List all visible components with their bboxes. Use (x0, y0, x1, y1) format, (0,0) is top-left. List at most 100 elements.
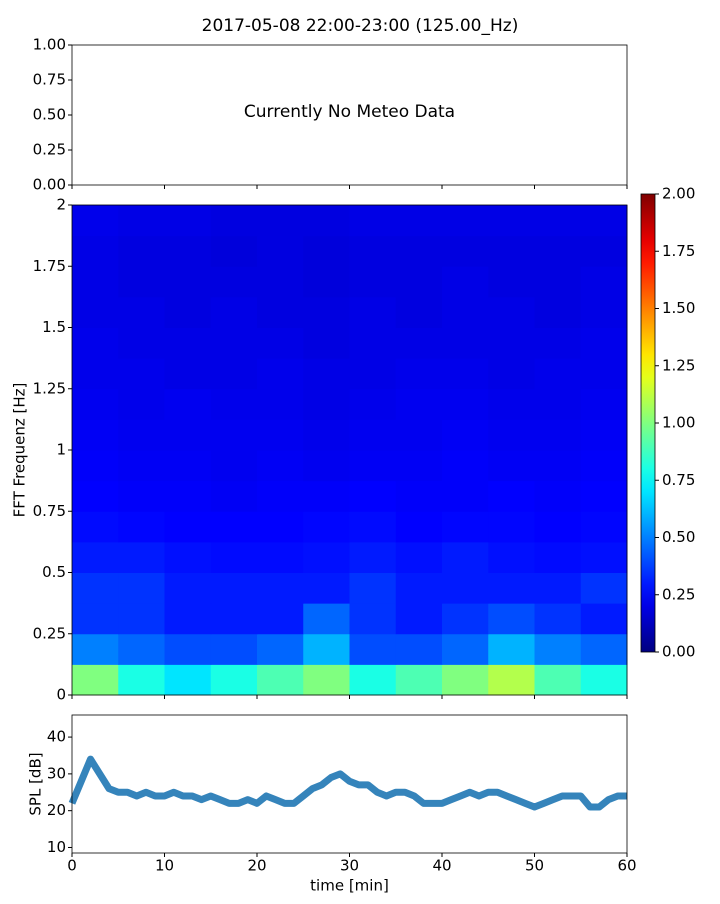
heat-cell (488, 235, 535, 267)
heat-cell (257, 603, 304, 635)
heat-cell (349, 450, 397, 482)
heat-cell (118, 541, 165, 573)
heat-cell (303, 603, 350, 635)
heat-cell (257, 541, 304, 573)
heat-cell (534, 511, 582, 543)
heat-cell (118, 388, 165, 420)
heat-cell (580, 511, 628, 543)
colorbar-tick-label: 1.75 (662, 242, 695, 260)
heat-cell (442, 480, 489, 512)
y-tick-label: 1.5 (42, 318, 66, 336)
heat-cell (303, 358, 350, 390)
heat-cell (164, 541, 212, 573)
heat-cell (303, 450, 350, 482)
heat-cell (257, 633, 304, 665)
heat-cell (210, 572, 258, 604)
heat-cell (488, 541, 535, 573)
heat-cell (534, 664, 582, 696)
heat-cell (442, 419, 489, 451)
heat-cell (72, 480, 119, 512)
colorbar-tick-label: 1.50 (662, 299, 695, 317)
heat-cell (488, 296, 535, 328)
heat-cell (303, 511, 350, 543)
heat-cell (395, 205, 443, 237)
y-tick-label: 0.5 (42, 563, 66, 581)
heat-cell (349, 235, 397, 267)
heat-cell (488, 205, 535, 237)
heat-cell (118, 603, 165, 635)
heat-cell (72, 388, 119, 420)
heat-cell (303, 388, 350, 420)
heat-cell (349, 327, 397, 359)
heat-cell (210, 205, 258, 237)
heat-cell (580, 541, 628, 573)
y-tick-label: 0.75 (33, 502, 66, 520)
heat-cell (303, 296, 350, 328)
heat-cell (395, 296, 443, 328)
heat-cell (303, 541, 350, 573)
heat-cell (349, 633, 397, 665)
heat-cell (164, 664, 212, 696)
heat-cell (488, 388, 535, 420)
heat-cell (349, 296, 397, 328)
heat-cell (580, 603, 628, 635)
heat-cell (118, 664, 165, 696)
heat-cell (164, 296, 212, 328)
heat-cell (72, 572, 119, 604)
heat-cell (210, 419, 258, 451)
heat-cell (118, 235, 165, 267)
heat-cell (580, 358, 628, 390)
heat-cell (534, 480, 582, 512)
heat-cell (349, 266, 397, 298)
heat-cell (164, 358, 212, 390)
heat-cell (580, 480, 628, 512)
heat-cell (349, 603, 397, 635)
heat-cell (395, 480, 443, 512)
heat-cell (210, 296, 258, 328)
heat-cell (118, 480, 165, 512)
colorbar-tick-label: 1.25 (662, 356, 695, 374)
heat-cell (349, 205, 397, 237)
heat-cell (534, 327, 582, 359)
heat-cell (72, 205, 119, 237)
heat-cell (580, 266, 628, 298)
heat-cell (303, 419, 350, 451)
colorbar-tick-label: 1.00 (662, 414, 695, 432)
heat-cell (534, 358, 582, 390)
heat-cell (72, 358, 119, 390)
heat-cell (72, 266, 119, 298)
y-tick-label: 0.00 (33, 176, 66, 194)
heat-cell (257, 327, 304, 359)
heat-cell (488, 664, 535, 696)
heat-cell (118, 205, 165, 237)
heat-cell (210, 541, 258, 573)
x-tick-label: 30 (340, 857, 359, 875)
heat-cell (534, 266, 582, 298)
heat-cell (534, 633, 582, 665)
y-tick-label: 0.25 (33, 141, 66, 159)
heat-cell (164, 450, 212, 482)
heat-cell (118, 511, 165, 543)
heat-cell (580, 235, 628, 267)
heat-cell (210, 664, 258, 696)
heat-cell (349, 388, 397, 420)
heat-cell (534, 450, 582, 482)
y-axis-label: SPL [dB] (27, 752, 45, 815)
heat-cell (534, 296, 582, 328)
y-tick-label: 0.50 (33, 106, 66, 124)
heat-cell (257, 419, 304, 451)
heat-cell (118, 266, 165, 298)
heat-cell (164, 633, 212, 665)
heat-cell (72, 296, 119, 328)
heat-cell (118, 358, 165, 390)
heat-cell (442, 450, 489, 482)
heat-cell (257, 511, 304, 543)
heat-cell (349, 541, 397, 573)
y-tick-label: 0.75 (33, 71, 66, 89)
heat-cell (257, 450, 304, 482)
y-tick-label: 10 (47, 838, 66, 856)
y-tick-label: 30 (47, 764, 66, 782)
heat-cell (210, 480, 258, 512)
heat-cell (303, 327, 350, 359)
